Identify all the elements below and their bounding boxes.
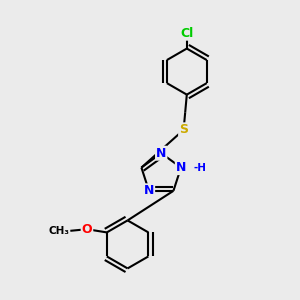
Text: N: N [144, 184, 154, 197]
Text: O: O [82, 223, 92, 236]
Text: -H: -H [193, 163, 206, 173]
Text: N: N [176, 161, 186, 174]
Text: Cl: Cl [180, 27, 194, 40]
Text: S: S [179, 123, 188, 136]
Text: CH₃: CH₃ [48, 226, 69, 236]
Text: N: N [156, 147, 166, 160]
